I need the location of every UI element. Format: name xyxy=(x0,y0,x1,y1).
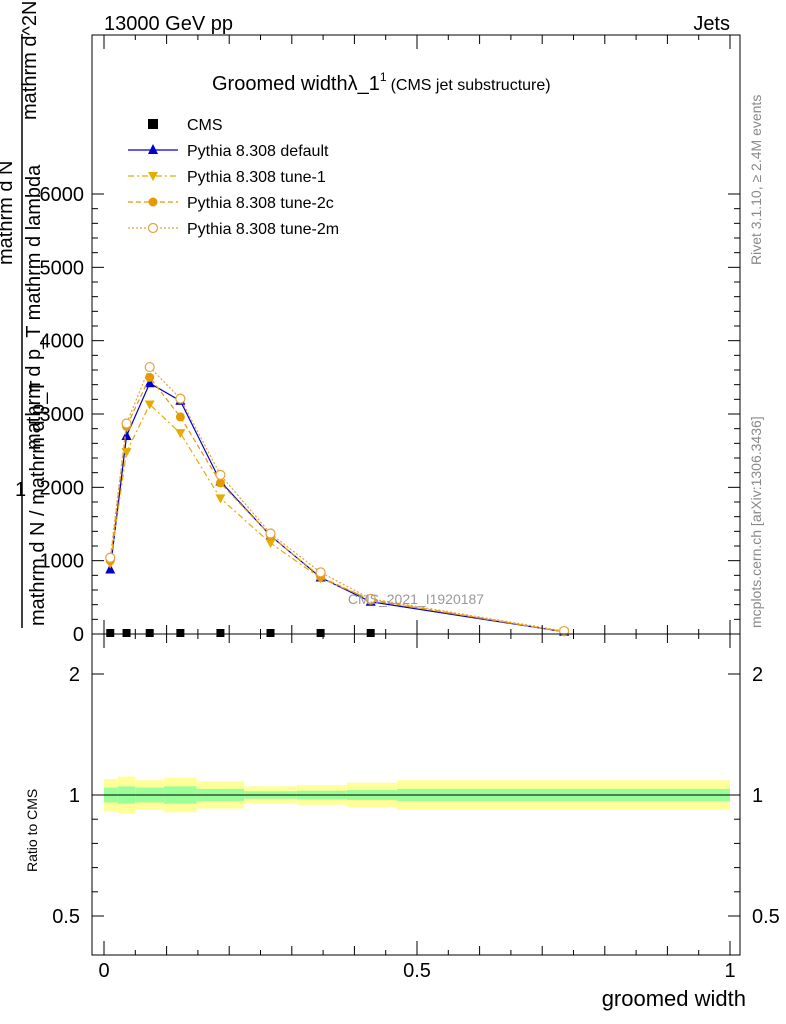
x-tick-label: 0.5 xyxy=(403,960,431,982)
legend-label-default: Pythia 8.308 default xyxy=(187,143,329,160)
series-point-tune2m xyxy=(215,469,226,480)
analysis-watermark: CMS_2021_I1920187 xyxy=(348,591,484,607)
series-point-tune1 xyxy=(215,494,226,504)
ratio-tick-label: 2 xyxy=(69,664,80,686)
legend-marker-tune2c xyxy=(148,197,158,207)
cms-data-point xyxy=(216,629,225,637)
legend-label-tune2c: Pythia 8.308 tune-2c xyxy=(187,195,334,212)
series-point-tune2m xyxy=(365,593,376,604)
ratio-tick-label: 0.5 xyxy=(52,906,80,928)
series-point-tune2m xyxy=(121,418,132,429)
side-text-mcplots: mcplots.cern.ch [arXiv:1306.3436] xyxy=(748,416,764,628)
series-point-tune2c xyxy=(145,372,155,382)
cms-data-point xyxy=(266,629,275,637)
ratio-tick-label: 1 xyxy=(69,785,80,807)
y-tick-label-main: 2000 xyxy=(40,477,85,499)
cms-data-point xyxy=(106,629,115,637)
chart-title-main: Groomed widthλ_1 xyxy=(212,73,380,95)
ratio-tick-label-right: 2 xyxy=(752,664,763,686)
y-axis-label-main: 1 mathrm d N mathrm d N / mathrm d p_T m… xyxy=(0,1,49,628)
y-label-den: mathrm d N / mathrm d p_T xyxy=(27,380,49,626)
series-line-tune2m xyxy=(109,365,565,632)
series-point-tune1 xyxy=(175,429,186,439)
y-label-den2: mathrm d p_T mathrm d lambda xyxy=(23,164,45,450)
x-tick-label: 0 xyxy=(98,960,109,982)
y-label-one: 1 xyxy=(15,479,26,501)
series-point-tune2m xyxy=(559,625,570,637)
y-tick-label-main: 1000 xyxy=(40,551,85,573)
x-tick-label: 1 xyxy=(724,960,735,982)
x-axis-label: groomed width xyxy=(602,986,746,1011)
axis-ticks: 0 1000 2000 3000 4000 5000 6000 0 0.5 1 0.5 0.5 1 1 2 2 xyxy=(40,35,780,982)
y-tick-label-main: 0 xyxy=(73,624,84,646)
series-point-default xyxy=(121,430,132,441)
series-point-tune2m xyxy=(315,567,326,578)
series-point-tune1 xyxy=(121,448,132,458)
chart-title-sup: 1 xyxy=(380,70,387,84)
side-text-rivet: Rivet 3.1.10, ≥ 2.4M events xyxy=(748,95,764,265)
legend-marker-tune1 xyxy=(148,172,158,181)
cms-data-point xyxy=(122,629,131,637)
y-axis-label-ratio: Ratio to CMS xyxy=(24,789,40,872)
y-label-num2: mathrm d^2N xyxy=(19,1,41,120)
y-tick-label-main: 4000 xyxy=(40,331,85,353)
cms-data-point xyxy=(366,629,375,637)
cms-data-point xyxy=(316,629,325,637)
cms-data-point xyxy=(176,629,185,637)
series-point-tune2m xyxy=(175,393,186,404)
ratio-tick-label-right: 1 xyxy=(752,785,763,807)
series-line-tune1 xyxy=(109,403,565,633)
legend-marker-tune2m xyxy=(147,222,159,234)
legend-marker-cms xyxy=(148,119,158,129)
series-point-tune2m xyxy=(144,361,155,373)
series-point-tune1 xyxy=(265,539,276,549)
legend: CMS Pythia 8.308 default Pythia 8.308 tune… xyxy=(128,117,339,238)
series-point-tune2c xyxy=(175,412,185,422)
series-point-tune2c xyxy=(215,478,225,488)
legend-label-cms: CMS xyxy=(187,117,223,134)
ratio-tick-label-right: 0.5 xyxy=(752,906,780,928)
y-tick-label-main: 6000 xyxy=(40,184,85,206)
y-label-num: mathrm d N xyxy=(0,161,17,265)
legend-label-tune2m: Pythia 8.308 tune-2m xyxy=(187,221,339,238)
main-series xyxy=(105,361,570,637)
y-tick-label-main: 3000 xyxy=(40,404,85,426)
cms-data-point xyxy=(145,629,154,637)
legend-label-tune1: Pythia 8.308 tune-1 xyxy=(187,169,326,186)
series-point-tune2m xyxy=(265,528,276,539)
header-category: Jets xyxy=(693,13,730,35)
chart-title: Groomed widthλ_11 (CMS jet substructure) xyxy=(212,70,551,95)
chart-title-sub: (CMS jet substructure) xyxy=(391,77,551,94)
series-point-tune2m xyxy=(105,552,116,563)
y-tick-label-main: 5000 xyxy=(40,257,85,279)
series-point-tune1 xyxy=(144,400,155,410)
header-process: 13000 GeV pp xyxy=(104,13,233,35)
legend-marker-default xyxy=(148,144,158,154)
series-point-default xyxy=(144,377,155,388)
